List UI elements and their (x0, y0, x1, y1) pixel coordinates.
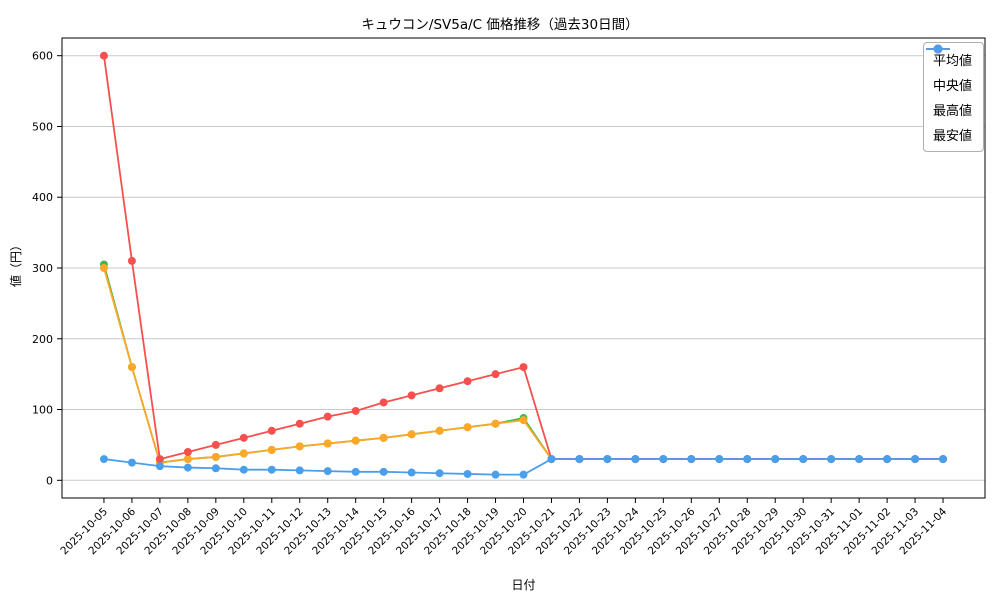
svg-text:300: 300 (32, 262, 53, 275)
legend-label-max: 最高値 (932, 104, 972, 119)
svg-text:600: 600 (32, 50, 53, 63)
svg-text:400: 400 (32, 191, 53, 204)
legend-item-max: 最高値 (925, 44, 972, 119)
legend-item-median: 中央値 (925, 44, 972, 94)
svg-text:0: 0 (46, 474, 53, 487)
legend-label-average: 平均値 (932, 54, 972, 69)
legend: 平均値 中央値 最高値 最安値 (922, 42, 984, 152)
legend-item-min: 最安値 (925, 44, 972, 144)
svg-text:500: 500 (32, 120, 53, 133)
chart-title: キュウコン/SV5a/C 価格推移（過去30日間） (361, 17, 639, 33)
legend-marker-min (925, 44, 950, 54)
x-axis-label: 日付 (511, 578, 536, 592)
svg-text:200: 200 (32, 333, 53, 346)
legend-label-median: 中央値 (932, 79, 972, 94)
svg-text:100: 100 (32, 404, 53, 417)
legend-label-min: 最安値 (932, 129, 972, 144)
